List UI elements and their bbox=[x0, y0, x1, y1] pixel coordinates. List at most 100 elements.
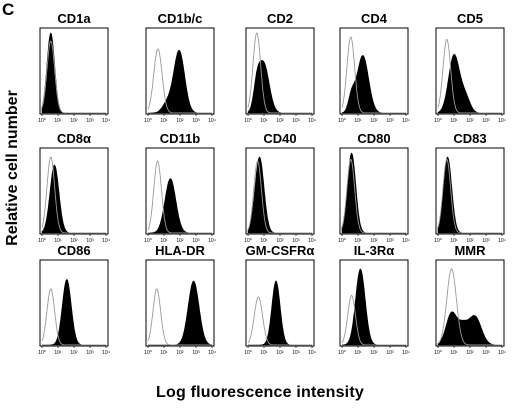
plot-frame bbox=[339, 259, 409, 347]
control-histogram bbox=[437, 159, 502, 234]
x-tick-label: 10² bbox=[276, 118, 284, 124]
x-tick-label: 10² bbox=[70, 238, 78, 244]
x-tick-label: 10⁴ bbox=[498, 238, 506, 244]
x-tick-label: 10⁰ bbox=[338, 350, 346, 356]
x-tick-label: 10⁰ bbox=[338, 118, 346, 124]
histogram-panel-il-3r: IL-3Rα 10⁰ 10¹ 10² 10³ 10⁴ bbox=[338, 243, 410, 356]
x-tick-label: 10² bbox=[370, 238, 378, 244]
x-tick-label: 10¹ bbox=[354, 350, 362, 356]
x-tick-label: 10⁴ bbox=[498, 118, 506, 124]
panel-title: CD80 bbox=[357, 131, 390, 146]
x-tick-label: 10³ bbox=[482, 350, 490, 356]
x-tick-label: 10¹ bbox=[260, 350, 268, 356]
x-tick-label: 10² bbox=[276, 350, 284, 356]
panel-title: CD11b bbox=[160, 131, 201, 146]
x-tick-label: 10³ bbox=[86, 238, 94, 244]
x-tick-label: 10³ bbox=[192, 238, 200, 244]
x-tick-label: 10³ bbox=[292, 350, 300, 356]
x-tick-label: 10⁴ bbox=[308, 118, 316, 124]
stained-histogram bbox=[148, 280, 213, 346]
panel-title: GM-CSFRα bbox=[246, 243, 315, 258]
stained-histogram bbox=[437, 311, 502, 346]
histogram-panel-cd1a: CD1a 10⁰ 10¹ 10² 10³ 10⁴ bbox=[38, 11, 110, 124]
x-tick-label: 10¹ bbox=[160, 350, 168, 356]
x-tick-label: 10² bbox=[370, 118, 378, 124]
x-tick-label: 10¹ bbox=[260, 118, 268, 124]
x-tick-label: 10³ bbox=[386, 238, 394, 244]
x-tick-label: 10⁰ bbox=[244, 118, 252, 124]
x-tick-label: 10³ bbox=[482, 118, 490, 124]
x-tick-label: 10⁴ bbox=[102, 238, 110, 244]
control-histogram bbox=[341, 36, 406, 114]
control-histogram bbox=[41, 156, 106, 234]
x-tick-label: 10⁴ bbox=[308, 350, 316, 356]
histogram-panel-cd5: CD5 10⁰ 10¹ 10² 10³ 10⁴ bbox=[434, 11, 506, 124]
x-tick-label: 10² bbox=[370, 350, 378, 356]
x-tick-label: 10⁴ bbox=[208, 238, 216, 244]
control-histogram bbox=[41, 288, 106, 346]
histogram-panel-cd86: CD86 10⁰ 10¹ 10² 10³ 10⁴ bbox=[38, 243, 110, 356]
x-tick-label: 10⁰ bbox=[144, 118, 152, 124]
control-histogram bbox=[341, 294, 406, 346]
panel-title: CD1a bbox=[57, 11, 91, 26]
x-tick-label: 10¹ bbox=[54, 238, 62, 244]
x-tick-label: 10² bbox=[176, 118, 184, 124]
histogram-panel-hla-dr: HLA-DR 10⁰ 10¹ 10² 10³ 10⁴ bbox=[144, 243, 216, 356]
x-tick-label: 10⁴ bbox=[402, 350, 410, 356]
panel-title: CD4 bbox=[361, 11, 388, 26]
control-histogram bbox=[437, 268, 502, 346]
x-tick-label: 10⁴ bbox=[402, 238, 410, 244]
x-tick-label: 10⁰ bbox=[38, 350, 46, 356]
x-tick-label: 10³ bbox=[482, 238, 490, 244]
x-tick-label: 10¹ bbox=[260, 238, 268, 244]
x-tick-label: 10⁰ bbox=[434, 238, 442, 244]
panel-title: CD1b/c bbox=[158, 11, 203, 26]
x-tick-label: 10⁴ bbox=[102, 118, 110, 124]
histogram-panel-cd80: CD80 10⁰ 10¹ 10² 10³ 10⁴ bbox=[338, 131, 410, 244]
x-tick-label: 10² bbox=[466, 118, 474, 124]
control-histogram bbox=[437, 39, 502, 114]
control-histogram bbox=[247, 32, 312, 114]
x-tick-label: 10¹ bbox=[54, 350, 62, 356]
x-tick-label: 10⁰ bbox=[434, 350, 442, 356]
panel-title: CD86 bbox=[57, 243, 90, 258]
x-tick-label: 10⁰ bbox=[244, 238, 252, 244]
x-tick-label: 10¹ bbox=[160, 238, 168, 244]
control-histogram bbox=[41, 40, 106, 114]
x-tick-label: 10⁰ bbox=[338, 238, 346, 244]
x-axis-title: Log fluorescence intensity bbox=[156, 384, 364, 401]
x-tick-label: 10² bbox=[466, 350, 474, 356]
x-tick-label: 10⁴ bbox=[208, 118, 216, 124]
histogram-panel-cd11b: CD11b 10⁰ 10¹ 10² 10³ 10⁴ bbox=[144, 131, 216, 244]
x-tick-label: 10² bbox=[176, 238, 184, 244]
histogram-panel-mmr: MMR 10⁰ 10¹ 10² 10³ 10⁴ bbox=[434, 243, 506, 356]
x-tick-label: 10⁰ bbox=[38, 118, 46, 124]
x-tick-label: 10² bbox=[176, 350, 184, 356]
panel-title: CD83 bbox=[453, 131, 486, 146]
panel-title: HLA-DR bbox=[155, 243, 205, 258]
x-tick-label: 10⁴ bbox=[208, 350, 216, 356]
x-tick-label: 10⁰ bbox=[144, 238, 152, 244]
x-tick-label: 10² bbox=[276, 238, 284, 244]
histogram-panel-cd4: CD4 10⁰ 10¹ 10² 10³ 10⁴ bbox=[338, 11, 410, 124]
control-histogram bbox=[147, 160, 212, 234]
x-tick-label: 10³ bbox=[86, 118, 94, 124]
histogram-panel-cd40: CD40 10⁰ 10¹ 10² 10³ 10⁴ bbox=[244, 131, 316, 244]
panel-title: CD40 bbox=[263, 131, 296, 146]
panel-letter: C bbox=[2, 0, 15, 19]
x-tick-label: 10³ bbox=[192, 350, 200, 356]
histogram-panel-gm-csfr: GM-CSFRα 10⁰ 10¹ 10² 10³ 10⁴ bbox=[244, 243, 316, 356]
x-tick-label: 10³ bbox=[386, 350, 394, 356]
x-tick-label: 10¹ bbox=[450, 350, 458, 356]
histogram-panel-cd2: CD2 10⁰ 10¹ 10² 10³ 10⁴ bbox=[244, 11, 316, 124]
x-tick-label: 10¹ bbox=[354, 118, 362, 124]
x-tick-label: 10¹ bbox=[160, 118, 168, 124]
x-tick-label: 10⁴ bbox=[498, 350, 506, 356]
x-tick-label: 10⁴ bbox=[308, 238, 316, 244]
panel-title: IL-3Rα bbox=[354, 243, 395, 258]
panel-title: MMR bbox=[454, 243, 486, 258]
histogram-panel-cd8: CD8α 10⁰ 10¹ 10² 10³ 10⁴ bbox=[38, 131, 110, 244]
x-tick-label: 10⁰ bbox=[434, 118, 442, 124]
